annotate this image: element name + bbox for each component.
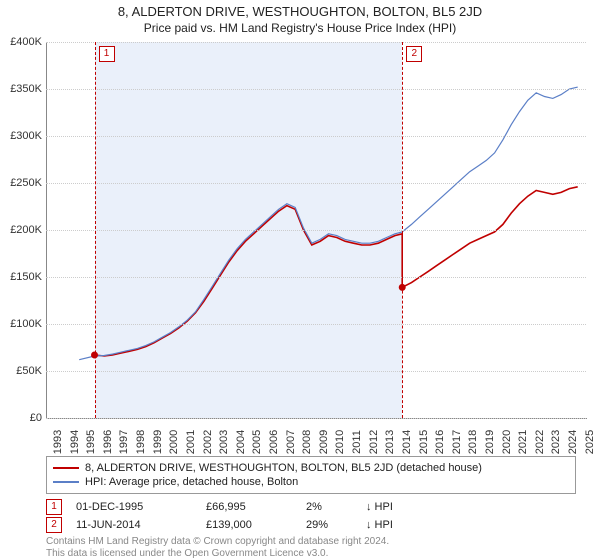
sale-date: 01-DEC-1995 [76, 501, 206, 513]
line-chart: £0£50K£100K£150K£200K£250K£300K£350K£400… [46, 42, 586, 418]
y-gridline [46, 230, 586, 231]
legend-label: HPI: Average price, detached house, Bolt… [85, 476, 298, 488]
legend-swatch [53, 467, 79, 469]
y-axis-label: £200K [10, 224, 42, 236]
x-axis-label: 2002 [202, 430, 214, 454]
x-axis-label: 1995 [85, 430, 97, 454]
x-axis-label: 2007 [285, 430, 297, 454]
sale-marker-line [402, 42, 403, 418]
x-axis-label: 2001 [185, 430, 197, 454]
y-axis-label: £0 [30, 412, 42, 424]
x-axis-label: 2004 [235, 430, 247, 454]
y-gridline [46, 277, 586, 278]
legend-item: 8, ALDERTON DRIVE, WESTHOUGHTON, BOLTON,… [53, 461, 569, 475]
x-axis-label: 1999 [152, 430, 164, 454]
x-axis-label: 2015 [418, 430, 430, 454]
x-axis-label: 2021 [517, 430, 529, 454]
y-gridline [46, 183, 586, 184]
sale-pct: 29% [306, 519, 366, 531]
legend-swatch [53, 481, 79, 483]
x-axis-label: 2013 [385, 430, 397, 454]
x-axis-label: 2014 [401, 430, 413, 454]
x-axis-label: 2024 [567, 430, 579, 454]
y-axis-label: £350K [10, 83, 42, 95]
sales-table: 1 01-DEC-1995£66,9952%↓ HPI 2 11-JUN-2014£1… [46, 498, 393, 534]
x-axis-label: 2023 [551, 430, 563, 454]
sale-date: 11-JUN-2014 [76, 519, 206, 531]
y-gridline [46, 371, 586, 372]
y-axis-label: £100K [10, 318, 42, 330]
sale-price: £66,995 [206, 501, 306, 513]
legend: 8, ALDERTON DRIVE, WESTHOUGHTON, BOLTON,… [46, 456, 576, 494]
y-axis-label: £300K [10, 130, 42, 142]
x-axis-label: 2006 [268, 430, 280, 454]
x-axis-label: 2000 [169, 430, 181, 454]
footer-line: Contains HM Land Registry data © Crown c… [46, 536, 389, 548]
x-axis-label: 2010 [335, 430, 347, 454]
x-axis-label: 2009 [318, 430, 330, 454]
sale-marker-line [95, 42, 96, 418]
x-axis-label: 2012 [368, 430, 380, 454]
sale-row: 2 11-JUN-2014£139,00029%↓ HPI [46, 516, 393, 534]
x-axis-label: 1994 [69, 430, 81, 454]
sale-marker-ref: 1 [46, 499, 62, 515]
y-gridline [46, 136, 586, 137]
x-axis-label: 2016 [434, 430, 446, 454]
x-axis-label: 1996 [102, 430, 114, 454]
y-gridline [46, 89, 586, 90]
footer-line: This data is licensed under the Open Gov… [46, 548, 389, 560]
x-axis-label: 2025 [584, 430, 596, 454]
x-axis-label: 2008 [301, 430, 313, 454]
y-axis-label: £50K [16, 365, 42, 377]
x-axis-label: 2019 [484, 430, 496, 454]
x-axis-label: 1997 [119, 430, 131, 454]
y-axis-label: £250K [10, 177, 42, 189]
y-axis-label: £400K [10, 36, 42, 48]
footer-attribution: Contains HM Land Registry data © Crown c… [46, 536, 389, 559]
x-axis-label: 2011 [351, 430, 363, 454]
sale-marker-ref: 2 [46, 517, 62, 533]
chart-title: 8, ALDERTON DRIVE, WESTHOUGHTON, BOLTON,… [0, 0, 600, 19]
series-line-property [95, 187, 578, 356]
x-axis-label: 2005 [252, 430, 264, 454]
x-axis-label: 1998 [135, 430, 147, 454]
x-axis-label: 2003 [218, 430, 230, 454]
sale-marker-box: 2 [406, 46, 422, 62]
y-gridline [46, 418, 586, 419]
sale-pct: 2% [306, 501, 366, 513]
y-gridline [46, 324, 586, 325]
x-axis-label: 2022 [534, 430, 546, 454]
x-axis-label: 2017 [451, 430, 463, 454]
chart-subtitle: Price paid vs. HM Land Registry's House … [0, 19, 600, 39]
sale-marker-box: 1 [99, 46, 115, 62]
x-axis-label: 1993 [52, 430, 64, 454]
legend-item: HPI: Average price, detached house, Bolt… [53, 475, 569, 489]
x-axis-label: 2020 [501, 430, 513, 454]
y-axis-label: £150K [10, 271, 42, 283]
y-gridline [46, 42, 586, 43]
sale-vs-hpi: ↓ HPI [366, 519, 393, 531]
sale-price: £139,000 [206, 519, 306, 531]
sale-vs-hpi: ↓ HPI [366, 501, 393, 513]
legend-label: 8, ALDERTON DRIVE, WESTHOUGHTON, BOLTON,… [85, 462, 482, 474]
sale-row: 1 01-DEC-1995£66,9952%↓ HPI [46, 498, 393, 516]
x-axis-label: 2018 [468, 430, 480, 454]
